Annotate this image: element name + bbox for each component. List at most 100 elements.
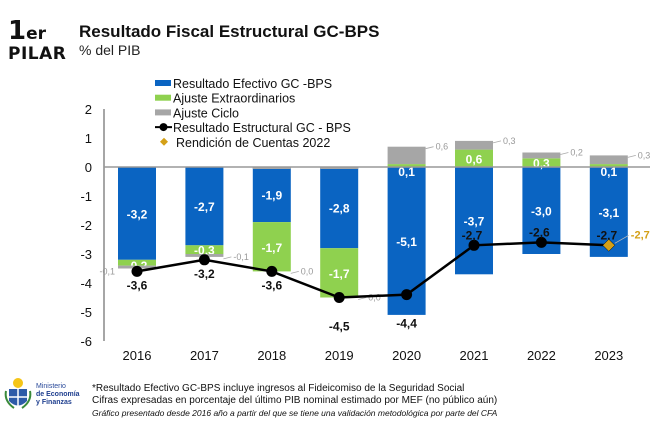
bar-ciclo-2018 xyxy=(252,167,291,169)
structural-point-2017 xyxy=(198,254,210,266)
chart-subtitle: % del PIB xyxy=(79,42,141,58)
bar-efectivo-2016 xyxy=(118,167,156,260)
bar-label-ciclo: 0,3 xyxy=(503,136,516,146)
bar-extraordinario-2018 xyxy=(252,222,291,272)
structural-label: -2,6 xyxy=(529,225,550,239)
y-tick-label: 2 xyxy=(85,102,92,117)
x-tick-label: 2020 xyxy=(392,348,421,363)
structural-point-2022 xyxy=(535,236,547,248)
x-tick-label: 2023 xyxy=(594,348,623,363)
legend-label: Ajuste Ciclo xyxy=(173,106,239,120)
legend-diamond-swatch xyxy=(160,137,168,146)
bar-label: -1,9 xyxy=(261,189,282,203)
pilar-number: 1 xyxy=(8,16,27,46)
structural-label: -2,7 xyxy=(596,228,617,242)
leader-line xyxy=(492,140,502,144)
bar-label-ciclo: -0,1 xyxy=(99,267,115,277)
leader-line xyxy=(358,297,367,300)
y-tick-label: -5 xyxy=(80,305,92,320)
legend-label: Rendición de Cuentas 2022 xyxy=(176,136,330,150)
bar-extraordinario-2019 xyxy=(320,248,359,298)
bar-label-ciclo: 0,2 xyxy=(570,148,583,158)
chart-title: Resultado Fiscal Estructural GC-BPS xyxy=(79,22,380,41)
ministry-name: Ministerio de Economía y Finanzas xyxy=(36,383,80,407)
bar-label: 0,1 xyxy=(600,165,617,179)
y-tick-label: -6 xyxy=(80,334,92,349)
bar-label: -5,1 xyxy=(396,235,417,249)
bar-extraordinario-2021 xyxy=(455,149,493,167)
bar-label: -2,8 xyxy=(329,202,350,216)
bar-label: -3,2 xyxy=(127,207,148,221)
legend-label: Ajuste Extraordinarios xyxy=(173,92,295,106)
footnote-1: *Resultado Efectivo GC-BPS incluye ingre… xyxy=(92,383,465,394)
x-tick-label: 2018 xyxy=(257,348,286,363)
chart: 2 1 0 -1 -2 -3 -4 -5 -6 2016 2017 2018 2019 2020 2021 2… xyxy=(80,77,651,363)
bar-label: 0,1 xyxy=(398,165,415,179)
bar-efectivo-2017 xyxy=(185,167,224,246)
bar-label: -2,7 xyxy=(194,200,215,214)
pilar-badge: 1er PILAR xyxy=(8,18,66,63)
structural-label: -4,4 xyxy=(396,317,417,331)
bar-label-ciclo: 0,0 xyxy=(368,293,381,303)
structural-point-2019 xyxy=(333,292,345,303)
rendicion-label: -2,7 xyxy=(631,229,650,241)
footnote-3: Gráfico presentado desde 2016 año a part… xyxy=(92,408,498,418)
bar-label: -3,7 xyxy=(464,215,485,229)
ministry-line-2: de Economía xyxy=(36,391,80,398)
y-tick-label: -2 xyxy=(80,218,92,233)
legend-label: Resultado Efectivo GC -BPS xyxy=(173,77,332,91)
footnote-2: Cifras expresadas en porcentaje del últi… xyxy=(92,395,498,406)
bar-ciclo-2020 xyxy=(387,146,426,165)
structural-line xyxy=(136,241,609,299)
x-tick-label: 2017 xyxy=(190,348,219,363)
rendicion-point xyxy=(602,238,616,252)
y-tick-label: 0 xyxy=(85,160,92,175)
bar-extraordinario-2023 xyxy=(589,164,628,167)
legend-marker xyxy=(159,123,168,132)
leader-line xyxy=(614,234,629,244)
x-tick-label: 2019 xyxy=(325,348,354,363)
y-tick-label: -4 xyxy=(80,276,92,291)
bar-efectivo-2019 xyxy=(320,167,359,249)
bar-extraordinario-2016 xyxy=(118,259,156,266)
structural-point-2018 xyxy=(266,265,278,277)
leader-line xyxy=(425,146,434,150)
structural-point-2021 xyxy=(468,239,480,251)
bar-label: -1,7 xyxy=(261,241,282,255)
structural-label: -4,5 xyxy=(329,320,350,334)
legend-swatch-2 xyxy=(155,109,171,116)
structural-label: -3,6 xyxy=(261,278,282,292)
bar-label-ciclo: 0,3 xyxy=(638,150,651,160)
structural-label: -3,6 xyxy=(127,278,148,292)
bar-extraordinario-2022 xyxy=(522,158,561,167)
bar-efectivo-2018 xyxy=(252,167,291,223)
leader-line xyxy=(290,271,299,274)
structural-label: -2,7 xyxy=(462,228,483,242)
legend-swatch-1 xyxy=(155,94,171,101)
bar-label: -3,0 xyxy=(531,205,552,219)
structural-point-2016 xyxy=(131,265,143,277)
legend-swatch-0 xyxy=(155,80,171,86)
x-tick-label: 2016 xyxy=(123,348,152,363)
bar-efectivo-2021 xyxy=(455,167,493,275)
bar-label: 0,6 xyxy=(466,152,483,166)
bar-ciclo-2023 xyxy=(589,155,628,165)
bar-ciclo-2019 xyxy=(320,167,359,169)
bar-extraordinario-2017 xyxy=(185,245,224,254)
bar-label-ciclo: 0,0 xyxy=(301,266,314,276)
bar-label: -1,7 xyxy=(329,267,350,281)
y-tick-label: -1 xyxy=(80,189,92,204)
ministry-line-3: y Finanzas xyxy=(36,399,72,406)
footnotes: *Resultado Efectivo GC-BPS incluye ingre… xyxy=(92,383,497,419)
bar-extraordinario-2020 xyxy=(387,164,426,167)
structural-point-2020 xyxy=(401,289,413,301)
x-tick-label: 2022 xyxy=(527,348,556,363)
bar-label-ciclo: 0,6 xyxy=(436,142,449,152)
bar-ciclo-2022 xyxy=(522,152,561,159)
bar-label: 0,3 xyxy=(533,157,550,171)
ministry-line-1: Ministerio xyxy=(36,383,66,390)
y-tick-label: -3 xyxy=(80,247,92,262)
pilar-label: PILAR xyxy=(8,44,67,64)
structural-label: -3,2 xyxy=(194,267,215,281)
bar-label: -3,1 xyxy=(598,206,619,220)
